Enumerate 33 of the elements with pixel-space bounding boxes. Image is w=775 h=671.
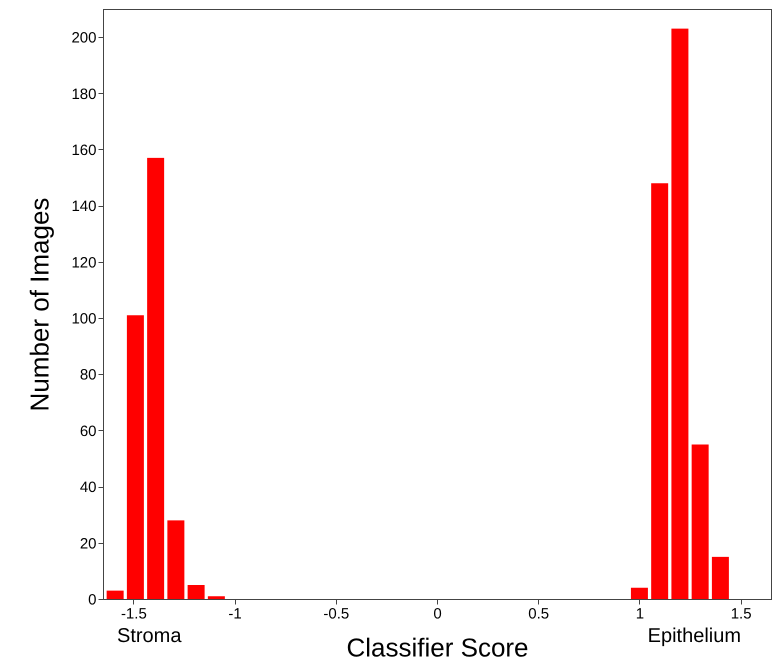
bar [147, 158, 164, 599]
y-tick-label: 100 [71, 310, 96, 328]
bar [630, 588, 648, 599]
y-tick-label: 180 [71, 86, 96, 103]
x-tick-label: 1.5 [730, 606, 752, 622]
y-tick-label: 40 [80, 479, 96, 496]
y-tick-label: 120 [71, 254, 96, 272]
x-tick-label: -0.5 [323, 606, 350, 622]
y-tick-label: 80 [80, 366, 96, 384]
bar [188, 584, 205, 599]
bar [712, 556, 729, 599]
x-tick-label: -1 [228, 606, 242, 622]
bar [651, 183, 668, 599]
bar [692, 444, 709, 599]
x-tick-label: 0 [433, 606, 442, 622]
bar [106, 590, 124, 599]
bar [671, 28, 688, 599]
y-tick-label: 60 [80, 422, 96, 440]
bar [167, 520, 184, 599]
x-axis-title: Classifier Score [346, 632, 529, 662]
bar [208, 596, 225, 599]
y-tick-label: 140 [71, 198, 96, 216]
x-tick-label: -1.5 [120, 606, 147, 622]
x-tick-label: 0.5 [528, 606, 550, 622]
y-tick-label: 20 [80, 535, 96, 552]
y-tick-label: 0 [88, 592, 96, 608]
y-axis-title: Number of Images [24, 198, 54, 412]
bar [126, 315, 144, 599]
y-tick-label: 200 [71, 30, 96, 47]
y-tick-label: 160 [71, 142, 96, 159]
text: Stroma [117, 625, 182, 647]
x-tick-label: 1 [636, 606, 644, 622]
text: Epithelium [648, 625, 741, 647]
